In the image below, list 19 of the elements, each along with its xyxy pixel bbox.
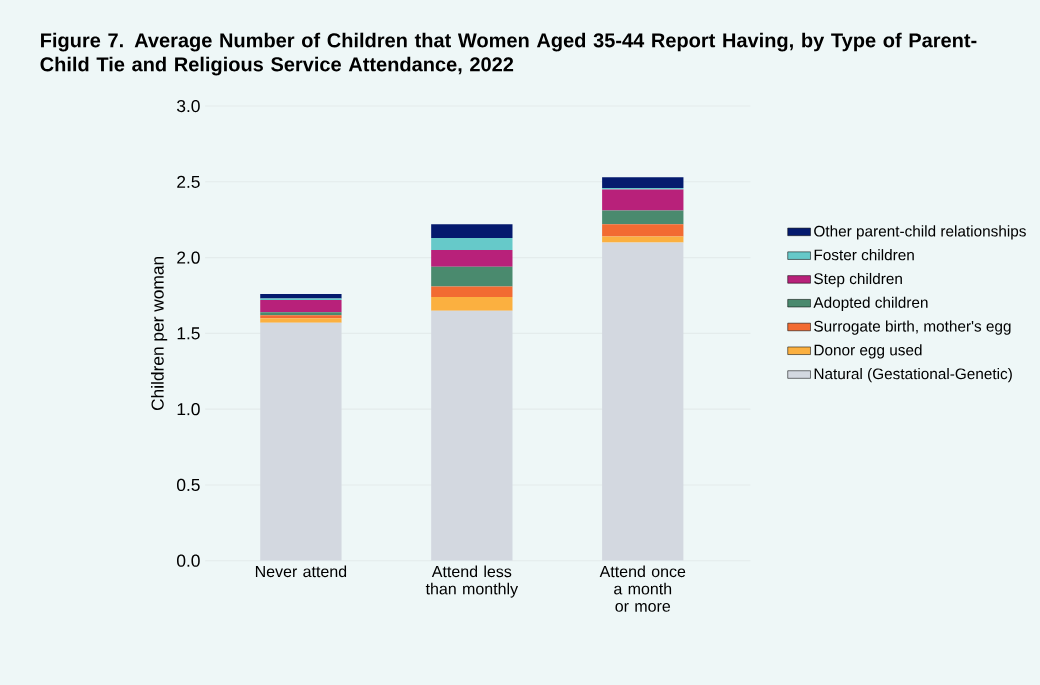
- x-tick-label: Attend once a month or more: [599, 565, 686, 612]
- legend-label: Other parent-child relationships: [814, 225, 1026, 240]
- x-tick-label: Never attend: [255, 565, 347, 578]
- chart-title: Figure 7. Average Number of Children that Women Aged 35-44 Report Having, by Type of Parent-Child Tie and Religious Service Attendance, 2022: [40, 32, 977, 76]
- y-tick-label: 1.0: [177, 403, 200, 416]
- legend-label: Natural (Gestational-Genetic): [814, 367, 1012, 383]
- legend-label: Donor egg used: [814, 344, 922, 359]
- legend-label: Step children: [814, 272, 902, 288]
- y-tick-label: 2.0: [177, 251, 200, 264]
- y-axis-title: Children per woman: [151, 257, 168, 411]
- y-tick-label: 2.5: [177, 175, 200, 188]
- legend-label: Adopted children: [813, 296, 928, 311]
- y-tick-label: 3.0: [177, 99, 200, 113]
- legend-label: Foster children: [814, 249, 914, 261]
- x-tick-label: Attend less than monthly: [425, 565, 519, 598]
- y-tick-label: 0.0: [177, 554, 200, 567]
- legend-label: Surrogate birth, mother's egg: [814, 320, 1011, 335]
- y-tick-label: 0.5: [177, 478, 200, 492]
- y-tick-label: 1.5: [177, 327, 200, 340]
